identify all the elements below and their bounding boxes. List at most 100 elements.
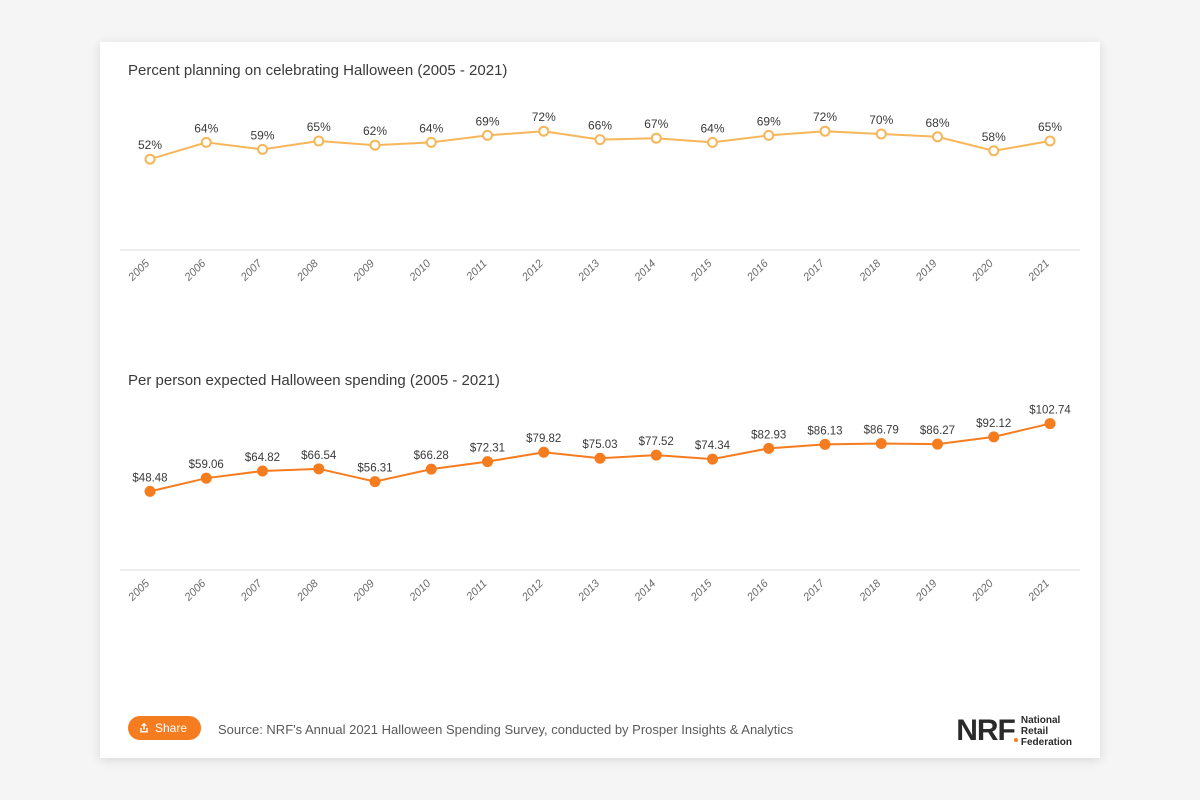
value-label: 65%: [307, 120, 331, 134]
value-label: $59.06: [189, 459, 224, 471]
share-button[interactable]: Share: [128, 716, 201, 740]
value-label: 67%: [644, 117, 668, 131]
chart-marker: [1046, 137, 1055, 146]
chart-card: Percent planning on celebrating Hallowee…: [100, 42, 1100, 758]
x-axis-label: 2005: [126, 257, 153, 284]
chart-marker: [258, 145, 267, 154]
x-axis-label: 2008: [294, 577, 321, 604]
nrf-logo-small: National Retail Federation: [1021, 715, 1072, 748]
x-axis-label: 2007: [238, 577, 265, 604]
x-axis-label: 2011: [464, 258, 490, 284]
value-label: $75.03: [582, 439, 617, 451]
chart-marker: [483, 457, 492, 466]
chart-marker: [877, 130, 886, 139]
x-axis-label: 2013: [576, 257, 603, 284]
value-label: 64%: [419, 121, 443, 135]
nrf-logo-dot-icon: [1014, 738, 1018, 742]
x-axis-label: 2019: [913, 258, 940, 285]
chart-marker: [652, 451, 661, 460]
x-axis-label: 2012: [519, 258, 546, 285]
chart-marker: [258, 466, 267, 475]
value-label: $82.93: [751, 429, 786, 441]
x-axis-label: 2006: [182, 257, 209, 284]
share-label: Share: [155, 721, 187, 735]
chart-marker: [652, 134, 661, 143]
chart-marker: [708, 138, 717, 147]
x-axis-label: 2021: [1026, 258, 1053, 285]
x-axis-label: 2017: [801, 257, 828, 284]
chart-marker: [539, 127, 548, 136]
share-icon: [138, 722, 150, 734]
value-label: $56.31: [357, 463, 392, 475]
chart-marker: [427, 465, 436, 474]
value-label: $86.79: [864, 425, 899, 437]
x-axis-label: 2008: [294, 257, 321, 284]
value-label: 69%: [757, 114, 781, 128]
value-label: $77.52: [639, 436, 674, 448]
value-label: $102.74: [1029, 405, 1071, 417]
value-label: 52%: [138, 138, 162, 152]
value-label: $64.82: [245, 452, 280, 464]
value-label: $86.27: [920, 425, 955, 437]
chart-marker: [202, 474, 211, 483]
nrf-logo: NRF National Retail Federation: [956, 714, 1072, 748]
chart-marker: [314, 137, 323, 146]
value-label: $79.82: [526, 433, 561, 445]
chart1-title: Percent planning on celebrating Hallowee…: [128, 62, 507, 79]
x-axis-label: 2020: [969, 257, 996, 284]
x-axis-label: 2010: [407, 577, 434, 604]
value-label: 66%: [588, 119, 612, 133]
x-axis-label: 2007: [238, 257, 265, 284]
x-axis-label: 2009: [351, 578, 378, 605]
chart-marker: [708, 455, 717, 464]
value-label: 70%: [869, 113, 893, 127]
chart1-svg: 52%200564%200659%200765%200862%200964%20…: [120, 92, 1080, 322]
chart-marker: [596, 135, 605, 144]
chart-marker: [146, 155, 155, 164]
value-label: 69%: [475, 114, 499, 128]
x-axis-label: 2018: [857, 577, 884, 604]
chart-marker: [877, 439, 886, 448]
chart-marker: [989, 146, 998, 155]
x-axis-label: 2015: [688, 257, 715, 284]
value-label: $86.13: [807, 425, 842, 437]
value-label: 72%: [532, 110, 556, 124]
x-axis-label: 2017: [801, 577, 828, 604]
chart-marker: [427, 138, 436, 147]
x-axis-label: 2019: [913, 578, 940, 605]
value-label: $92.12: [976, 418, 1011, 430]
x-axis-label: 2020: [969, 577, 996, 604]
x-axis-label: 2009: [351, 258, 378, 285]
x-axis-label: 2016: [744, 257, 771, 284]
x-axis-label: 2012: [519, 578, 546, 605]
chart-marker: [371, 141, 380, 150]
x-axis-label: 2011: [464, 578, 490, 604]
value-label: 64%: [700, 121, 724, 135]
chart-marker: [596, 454, 605, 463]
chart-marker: [314, 464, 323, 473]
value-label: $48.48: [132, 472, 167, 484]
chart-marker: [1046, 419, 1055, 428]
chart-marker: [764, 131, 773, 140]
chart-marker: [933, 132, 942, 141]
nrf-logo-line: Retail: [1021, 726, 1072, 737]
value-label: 59%: [250, 128, 274, 142]
chart2-svg: $48.482005$59.062006$64.822007$66.542008…: [120, 402, 1080, 642]
value-label: $66.54: [301, 450, 337, 462]
x-axis-label: 2021: [1026, 578, 1053, 605]
chart-marker: [146, 487, 155, 496]
value-label: 58%: [982, 130, 1006, 144]
chart-marker: [483, 131, 492, 140]
chart-marker: [933, 440, 942, 449]
x-axis-label: 2006: [182, 577, 209, 604]
x-axis-label: 2018: [857, 257, 884, 284]
value-label: 64%: [194, 121, 218, 135]
chart-marker: [989, 432, 998, 441]
source-text: Source: NRF's Annual 2021 Halloween Spen…: [218, 722, 793, 737]
nrf-logo-text: NRF: [956, 714, 1015, 747]
nrf-logo-line: National: [1021, 715, 1072, 726]
nrf-logo-line: Federation: [1021, 737, 1072, 748]
value-label: 68%: [925, 116, 949, 130]
value-label: 65%: [1038, 120, 1062, 134]
value-label: 72%: [813, 110, 837, 124]
